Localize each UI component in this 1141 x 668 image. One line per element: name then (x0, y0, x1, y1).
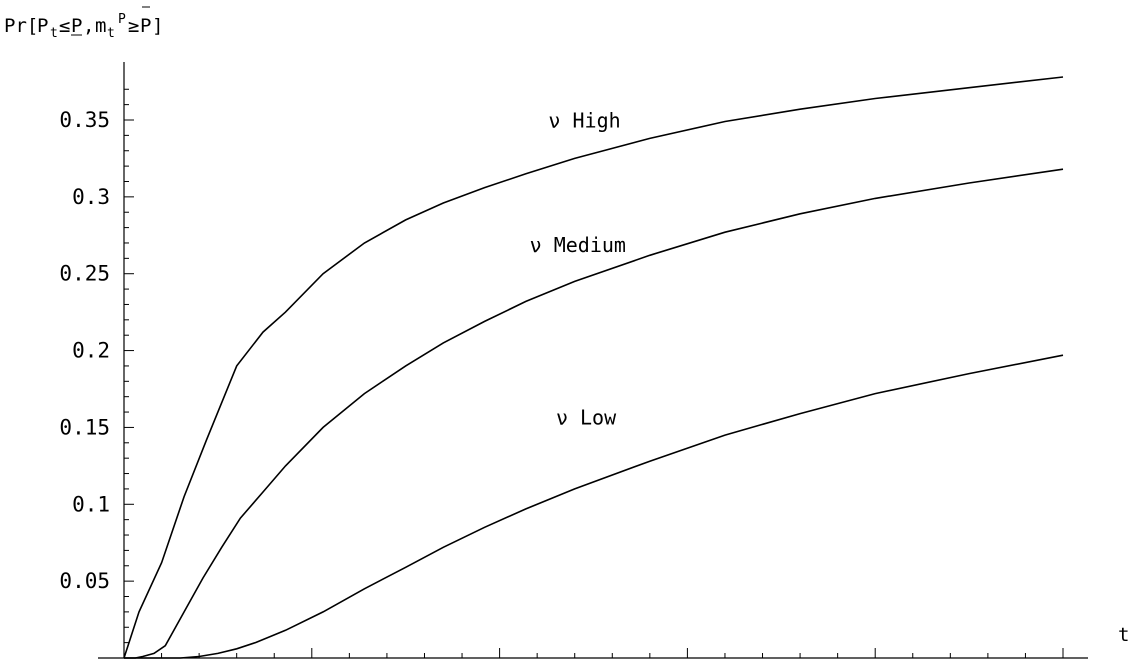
series-labels: ν High ν Medium ν Low (530, 109, 626, 430)
y-tick-label: 0.05 (59, 569, 110, 593)
y-tick-label: 0.1 (72, 492, 110, 516)
y-title-sup-p: P (118, 12, 126, 27)
axis-ticks (124, 88, 1064, 658)
y-title-m: m (95, 15, 106, 37)
y-tick-label: 0.3 (72, 185, 110, 209)
y-title-le: ≤ (59, 15, 70, 37)
series-label-high: ν High (548, 109, 620, 133)
y-title-sub-t2: t (107, 26, 115, 41)
y-title-comma: , (83, 15, 94, 37)
y-title-p: P (37, 15, 48, 37)
y-title-p-under: P (71, 15, 82, 37)
y-axis-title: Pr[ P t ≤ P , m t P ≥ P ] (4, 6, 163, 41)
x-axis-title: t (1118, 624, 1129, 646)
series-line-low (124, 354, 1064, 659)
series-label-medium: ν Medium (530, 233, 626, 257)
y-tick-label: 0.2 (72, 339, 110, 363)
series-line-medium (124, 168, 1064, 659)
series-label-low: ν Low (556, 405, 617, 429)
y-title-pr: Pr[ (4, 15, 38, 37)
y-tick-label: 0.35 (59, 108, 110, 132)
y-title-sub-t1: t (50, 26, 58, 41)
series-line-high (123, 76, 1064, 659)
series-curves (123, 76, 1064, 659)
y-title-p-bar: P (140, 15, 151, 37)
y-title-ge: ≥ (128, 15, 139, 37)
y-tick-label: 0.25 (59, 262, 110, 286)
y-tick-label: 0.15 (59, 415, 110, 439)
y-title-close: ] (152, 15, 163, 37)
axis-tick-labels: 501001502002500.050.10.150.20.250.30.35 (59, 108, 110, 593)
